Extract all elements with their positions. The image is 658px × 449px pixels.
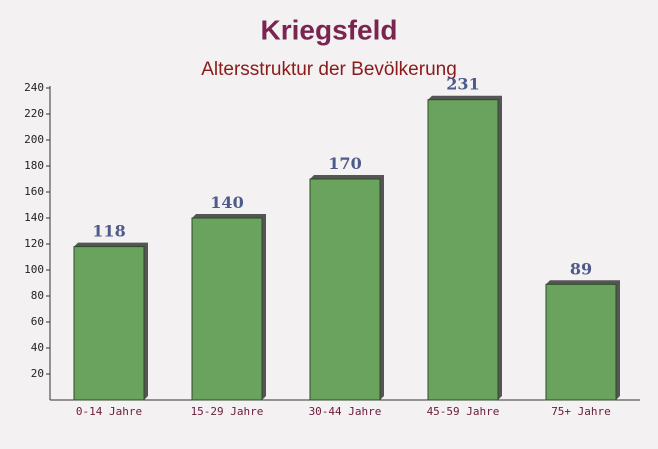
- y-tick-label: 40: [31, 341, 44, 354]
- bar: [73, 246, 145, 401]
- y-tick-label: 140: [24, 211, 44, 224]
- x-tick-label: 30-44 Jahre: [309, 405, 382, 418]
- value-label: 140: [210, 193, 243, 212]
- y-tick-label: 220: [24, 107, 44, 120]
- value-label: 231: [446, 75, 479, 94]
- y-tick-label: 80: [31, 289, 44, 302]
- bar: [309, 178, 381, 401]
- x-tick-label: 75+ Jahre: [551, 405, 611, 418]
- y-tick-label: 100: [24, 263, 44, 276]
- y-tick-label: 160: [24, 185, 44, 198]
- x-tick-label: 0-14 Jahre: [76, 405, 142, 418]
- y-tick-label: 240: [24, 81, 44, 94]
- y-tick-label: 200: [24, 133, 44, 146]
- x-tick-label: 15-29 Jahre: [191, 405, 264, 418]
- value-label: 170: [328, 154, 361, 173]
- y-tick-label: 20: [31, 367, 44, 380]
- x-tick-label: 45-59 Jahre: [427, 405, 500, 418]
- y-tick-label: 120: [24, 237, 44, 250]
- chart-subtitle: Altersstruktur der Bevölkerung: [201, 59, 457, 80]
- y-tick-label: 60: [31, 315, 44, 328]
- value-label: 89: [570, 259, 592, 278]
- chart-title: Kriegsfeld: [261, 14, 398, 45]
- bar: [427, 99, 499, 401]
- y-tick-label: 180: [24, 159, 44, 172]
- bar: [545, 283, 617, 401]
- value-label: 118: [92, 222, 125, 241]
- bar: [191, 217, 263, 401]
